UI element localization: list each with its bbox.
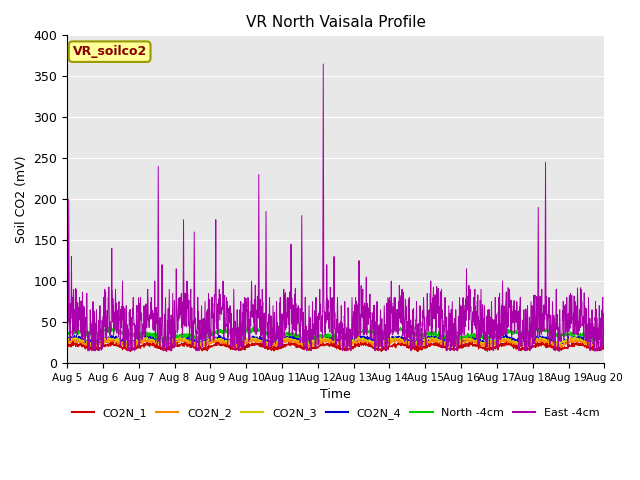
Legend: CO2N_1, CO2N_2, CO2N_3, CO2N_4, North -4cm, East -4cm: CO2N_1, CO2N_2, CO2N_3, CO2N_4, North -4… [67,403,604,423]
Title: VR North Vaisala Profile: VR North Vaisala Profile [246,15,426,30]
Text: VR_soilco2: VR_soilco2 [72,45,147,58]
X-axis label: Time: Time [321,388,351,401]
Y-axis label: Soil CO2 (mV): Soil CO2 (mV) [15,156,28,243]
